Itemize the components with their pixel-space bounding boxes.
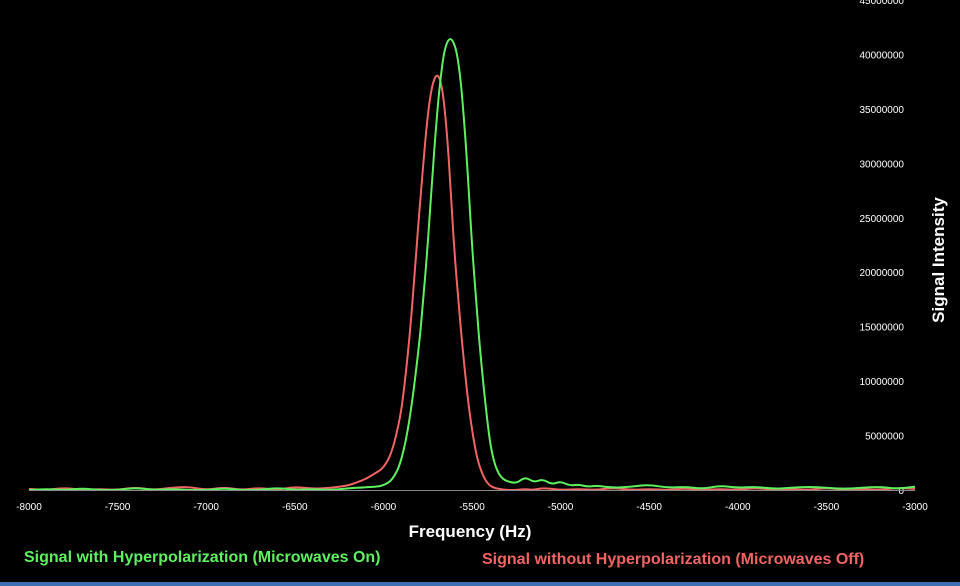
x-tick-label: -6000 [371, 502, 397, 513]
legend-entry-microwaves-on: Signal with Hyperpolarization (Microwave… [24, 549, 381, 566]
x-tick-label: -4500 [636, 502, 662, 513]
y-tick-label: 40000000 [860, 50, 905, 61]
y-tick-labels: 0 5000000 10000000 15000000 20000000 25000000… [860, 0, 905, 497]
x-tick-labels: -8000 -7500 -7000 -6500 -6000 -5500 -5000 -4500… [16, 502, 928, 513]
series-line-microwaves-off [28, 74, 916, 491]
y-tick-label: 0 [898, 486, 904, 497]
series-lines [28, 38, 916, 491]
y-tick-label: 15000000 [860, 323, 905, 334]
x-tick-label: -8000 [16, 502, 42, 513]
legend-entry-microwaves-off: Signal without Hyperpolarization (Microw… [482, 551, 865, 568]
series-line-microwaves-on [28, 38, 916, 491]
y-tick-label: 35000000 [860, 105, 905, 116]
y-axis-title: Signal Intensity [929, 197, 948, 323]
y-tick-label: 10000000 [860, 377, 905, 388]
y-tick-label: 30000000 [860, 159, 905, 170]
y-tick-label: 5000000 [865, 432, 904, 443]
x-tick-label: -6500 [282, 502, 308, 513]
x-axis-title: Frequency (Hz) [409, 522, 532, 541]
x-tick-label: -5500 [459, 502, 485, 513]
y-tick-label: 45000000 [860, 0, 905, 7]
x-tick-label: -3000 [902, 502, 928, 513]
x-tick-label: -7000 [193, 502, 219, 513]
bottom-border-bar [0, 582, 960, 586]
y-tick-label: 25000000 [860, 214, 905, 225]
x-tick-label: -3500 [814, 502, 840, 513]
x-tick-label: -5000 [548, 502, 574, 513]
y-tick-label: 20000000 [860, 268, 905, 279]
x-tick-label: -7500 [105, 502, 131, 513]
x-tick-label: -4000 [725, 502, 751, 513]
